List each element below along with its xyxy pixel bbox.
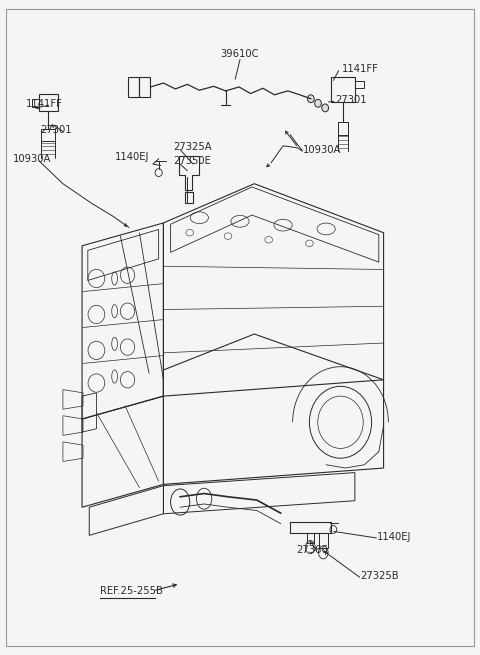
Text: 27301: 27301 [40, 125, 72, 135]
Text: 27350E: 27350E [173, 157, 211, 166]
Text: 1140EJ: 1140EJ [377, 532, 411, 542]
Ellipse shape [308, 95, 314, 103]
Text: 10930A: 10930A [303, 145, 342, 155]
Text: 27325B: 27325B [360, 571, 399, 581]
Text: 1141FF: 1141FF [341, 64, 378, 73]
Ellipse shape [315, 100, 322, 107]
Text: 39610C: 39610C [221, 49, 259, 60]
Text: 1141FF: 1141FF [25, 99, 62, 109]
Text: 1140EJ: 1140EJ [115, 152, 149, 162]
Text: REF.25-255B: REF.25-255B [100, 586, 163, 596]
Text: 27325A: 27325A [173, 142, 212, 152]
Text: 10930A: 10930A [12, 154, 51, 164]
Text: 27366: 27366 [297, 545, 328, 555]
Text: 27301: 27301 [336, 95, 367, 105]
Ellipse shape [322, 104, 328, 112]
